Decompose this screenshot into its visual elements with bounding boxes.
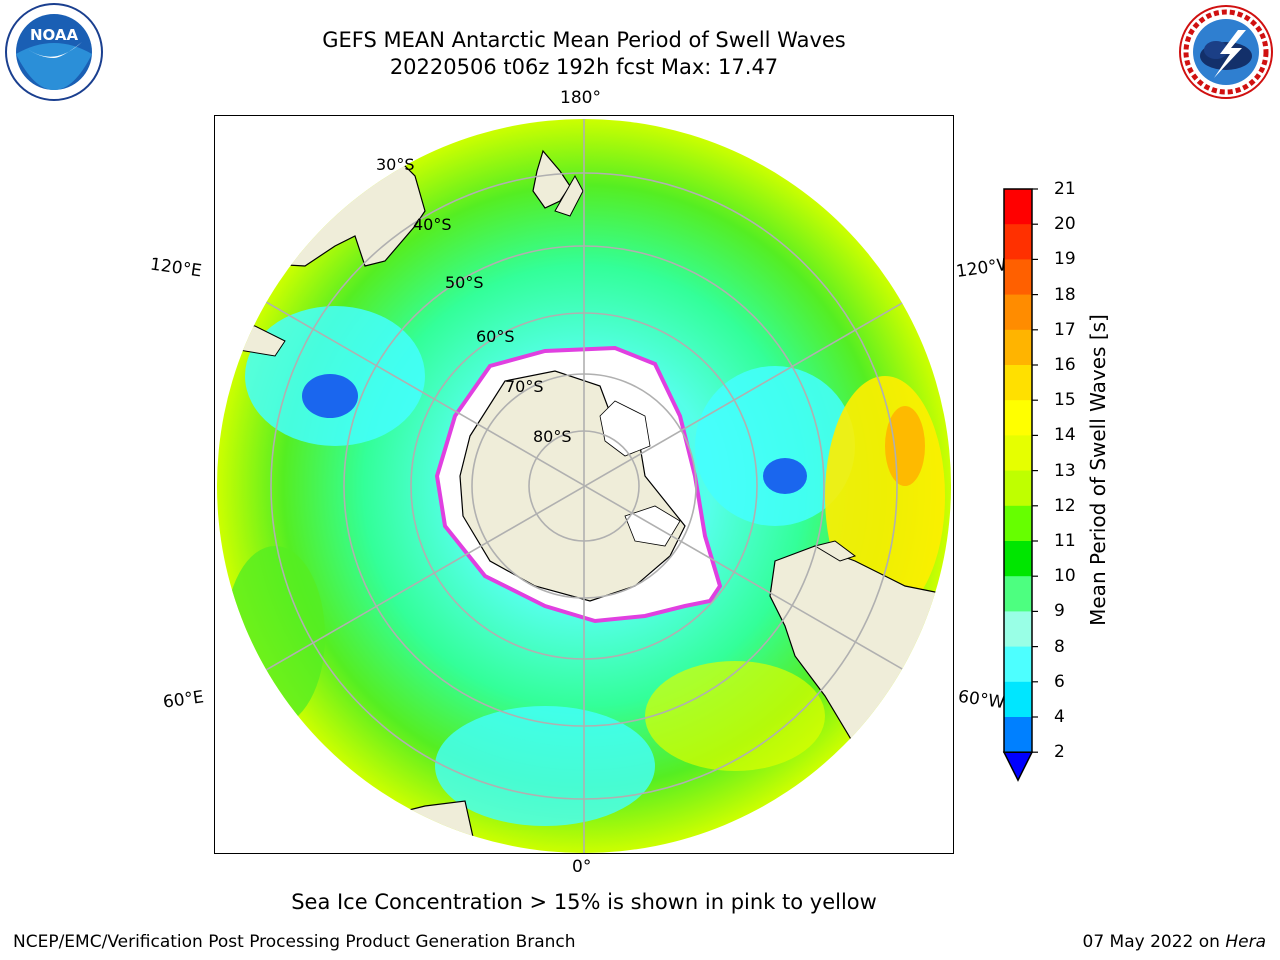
colorbar-title: Mean Period of Swell Waves [s] [1086, 314, 1110, 626]
land-australia [217, 119, 426, 267]
colorbar-tick-label: 18 [1054, 284, 1076, 305]
colorbar-segment [1004, 400, 1032, 436]
colorbar-segment [1004, 611, 1032, 648]
colorbar-segment [1004, 470, 1032, 507]
colorbar-segment [1004, 294, 1032, 331]
colorbar-segment [1004, 224, 1032, 260]
colorbar [1002, 188, 1038, 782]
colorbar-tick-label: 11 [1054, 531, 1076, 551]
colorbar-segment [1004, 189, 1032, 225]
nws-logo-icon [1179, 5, 1273, 99]
footer-machine: Hera [1225, 932, 1266, 952]
graticule [217, 119, 951, 853]
swell-patch-high [645, 661, 825, 771]
lat-label-50s: 50°S [445, 273, 484, 292]
swell-patch-low [763, 458, 807, 494]
colorbar-tick-label: 20 [1054, 214, 1076, 235]
map-subtitle: 20220506 t06z 192h fcst Max: 17.47 [389, 55, 779, 79]
colorbar-extension [1002, 751, 1034, 782]
colorbar-tick-label: 17 [1054, 319, 1076, 340]
colorbar-tick-label: 21 [1054, 179, 1076, 199]
colorbar-tick-label: 2 [1054, 742, 1065, 763]
sea-ice-note: Sea Ice Concentration > 15% is shown in … [291, 890, 877, 914]
lon-label-60e: 60°E [161, 687, 206, 713]
colorbar-tick-label: 10 [1054, 566, 1076, 587]
colorbar-tick-label: 16 [1054, 355, 1076, 375]
land-madagascar [217, 755, 296, 853]
footer-date: 07 May 2022 on Hera [1083, 932, 1267, 952]
lat-label-70s: 70°S [505, 377, 544, 396]
lat-label-80s: 80°S [533, 427, 572, 446]
swell-patch-high [885, 406, 925, 486]
colorbar-tick-label: 15 [1054, 390, 1076, 411]
colorbar-segment [1004, 435, 1032, 472]
colorbar-tick-label: 9 [1054, 601, 1065, 622]
lat-label-60s: 60°S [476, 327, 515, 346]
colorbar-tick-label: 6 [1054, 671, 1065, 692]
colorbar-tick-label: 14 [1054, 425, 1076, 446]
colorbar-tick-label: 13 [1054, 460, 1076, 481]
ronne-ice-shelf [624, 505, 681, 547]
colorbar-tick-label: 8 [1054, 636, 1065, 657]
colorbar-segment [1004, 717, 1032, 753]
lon-label-120e: 120°E [148, 254, 203, 282]
colorbar-tick-label: 19 [1054, 249, 1076, 270]
colorbar-segment [1004, 681, 1032, 718]
colorbar-segment [1004, 365, 1032, 401]
colorbar-segment [1004, 541, 1032, 577]
lon-label-180: 180° [560, 88, 601, 108]
colorbar-segment [1004, 329, 1032, 366]
footer-credit: NCEP/EMC/Verification Post Processing Pr… [13, 932, 576, 952]
colorbar-segment [1004, 505, 1032, 542]
colorbar-segment [1004, 576, 1032, 612]
land-tierra-del-fuego [813, 540, 857, 562]
land-new-zealand-north [554, 174, 584, 217]
swell-patch-low [302, 374, 358, 418]
map-frame: 30°S 40°S 50°S 60°S 70°S 80°S [214, 115, 954, 854]
lon-label-0: 0° [572, 857, 592, 877]
colorbar-segment [1004, 259, 1032, 296]
colorbar-tick-label: 12 [1054, 495, 1076, 516]
polar-map: 30°S 40°S 50°S 60°S 70°S 80°S [217, 119, 951, 853]
footer-date-text: 07 May 2022 on [1082, 932, 1226, 952]
swell-patch [695, 366, 855, 526]
noaa-logo-text: NOAA [30, 26, 79, 44]
ross-ice-shelf [599, 400, 651, 457]
swell-patch [435, 706, 655, 826]
lat-label-40s: 40°S [413, 215, 452, 234]
colorbar-tick-label: 4 [1054, 707, 1065, 727]
map-title: GEFS MEAN Antarctic Mean Period of Swell… [322, 28, 846, 52]
lat-label-30s: 30°S [376, 155, 415, 174]
colorbar-segment [1004, 646, 1032, 683]
noaa-logo-icon: NOAA [5, 3, 103, 101]
land-africa [328, 800, 478, 853]
